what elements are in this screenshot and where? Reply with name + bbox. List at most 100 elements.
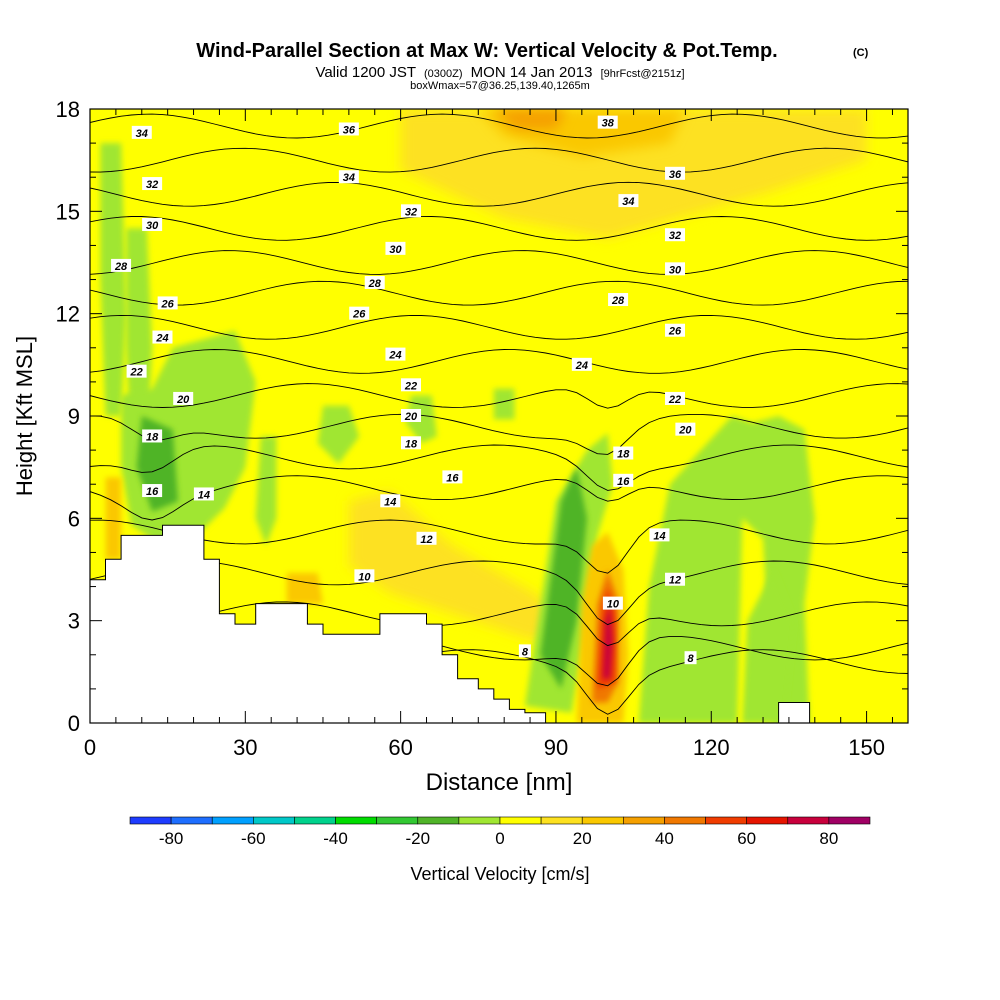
colorbar-segment	[211, 816, 254, 825]
theta-isoline-10	[90, 601, 908, 647]
theta-label-text: 28	[114, 261, 128, 273]
theta-label-bg	[571, 357, 592, 371]
colorbar-segment	[540, 816, 583, 825]
theta-isoline-22	[90, 383, 908, 409]
colorbar-segment	[499, 816, 542, 825]
colorbar-segment	[746, 816, 789, 825]
theta-label: 20	[675, 422, 696, 437]
theta-label-bg	[649, 528, 670, 542]
theta-label-bg	[400, 436, 421, 450]
theta-isoline-14	[90, 519, 908, 574]
theta-label-text: 20	[404, 411, 418, 423]
theta-label: 14	[649, 528, 670, 542]
theta-labels: 34 36 38 32 34 36 30 32 34 28 30 32 26 28 30 24 26 28 22 24…	[111, 115, 697, 665]
x-tick-label: 120	[693, 735, 730, 760]
colorbar-tick-label: 20	[573, 829, 592, 848]
velocity-region-left-column-a	[100, 143, 127, 416]
theta-label: 32	[142, 177, 163, 191]
theta-label-text: 22	[668, 394, 681, 406]
theta-label: 10	[602, 596, 623, 611]
theta-label-text: 12	[669, 575, 681, 587]
theta-label-bg	[111, 258, 132, 272]
colorbar-tick-label: -60	[241, 829, 266, 848]
theta-label: 30	[385, 241, 406, 256]
theta-label-text: 36	[669, 169, 682, 181]
theta-isoline-26	[90, 314, 908, 340]
theta-label-bg	[193, 487, 214, 501]
theta-label-bg	[613, 473, 634, 487]
colorbar-segment	[170, 816, 213, 825]
theta-label: 26	[665, 323, 686, 338]
theta-label: 20	[400, 409, 421, 423]
colorbar-tick-label: 60	[737, 829, 756, 848]
terrain-profile	[90, 524, 908, 723]
velocity-region-mid-patch-b	[405, 395, 437, 444]
theta-label-bg	[400, 204, 421, 218]
y-tick-label: 9	[68, 404, 80, 429]
colorbar-tick-label: -20	[405, 829, 430, 848]
colorbar-tick-label: -80	[159, 829, 184, 848]
theta-label-bg	[665, 262, 686, 276]
theta-label-bg	[152, 330, 173, 344]
colorbar-segment	[828, 816, 871, 825]
theta-label-bg	[618, 194, 639, 208]
theta-label-text: 12	[420, 534, 432, 546]
theta-label: 22	[665, 391, 686, 406]
theta-label: 38	[597, 115, 618, 130]
colorbar-segment	[417, 816, 460, 825]
theta-label-bg	[684, 651, 697, 665]
theta-label-text: 30	[669, 264, 682, 276]
theta-label: 36	[665, 166, 686, 181]
theta-label-text: 28	[368, 278, 382, 290]
x-tick-label: 90	[544, 735, 568, 760]
theta-label-bg	[416, 531, 437, 545]
theta-isoline-36	[90, 147, 908, 173]
theta-label-bg	[602, 596, 623, 610]
theta-label-text: 34	[622, 196, 634, 208]
y-tick-label: 15	[56, 199, 80, 224]
velocity-region-downdraft-band-core	[540, 467, 587, 689]
colorbar-segment	[253, 816, 295, 825]
theta-label-text: 30	[389, 244, 402, 256]
theta-label: 24	[571, 357, 592, 372]
theta-label-text: 22	[129, 367, 142, 379]
velocity-region-mid-patch-a	[317, 405, 360, 464]
theta-label: 30	[665, 262, 686, 276]
x-tick-label: 60	[388, 735, 412, 760]
velocity-region-updraft-core	[602, 603, 613, 679]
colorbar: -80 -60 -40 -20 0 20 40 60 80	[129, 816, 871, 848]
theta-isoline-20	[90, 413, 908, 455]
colorbar-tick-label: -40	[323, 829, 348, 848]
forecast-info: [9hrFcst@2151z]	[601, 68, 685, 80]
theta-label: 26	[349, 306, 370, 321]
y-tick-label: 6	[68, 506, 80, 531]
theta-label-text: 32	[405, 206, 417, 218]
theta-label-text: 24	[388, 350, 401, 362]
theta-label-bg	[349, 306, 370, 320]
theta-label-text: 14	[198, 489, 210, 501]
colorbar-label: Vertical Velocity [cm/s]	[410, 864, 589, 884]
theta-label: 30	[142, 217, 163, 232]
y-tick-label: 3	[68, 609, 80, 634]
theta-label-text: 24	[155, 333, 168, 345]
y-tick-label: 18	[56, 97, 80, 122]
theta-label: 32	[665, 228, 686, 242]
theta-label: 26	[157, 296, 178, 310]
theta-label-bg	[380, 494, 401, 508]
theta-label-bg	[157, 296, 178, 310]
velocity-region-upper-ascent-peak	[493, 109, 567, 130]
theta-label-bg	[142, 429, 163, 443]
theta-label-bg	[675, 422, 696, 436]
theta-label-text: 16	[446, 472, 459, 484]
theta-label: 14	[380, 494, 401, 508]
valid-time-line: Valid 1200 JST (0300Z) MON 14 Jan 2013 […	[315, 64, 684, 81]
colorbar-tick-label: 80	[819, 829, 838, 848]
theta-label: 18	[613, 446, 634, 461]
x-tick-label: 0	[84, 735, 96, 760]
terrain-mask	[90, 524, 908, 723]
theta-label: 34	[618, 194, 639, 208]
theta-label-text: 38	[602, 118, 615, 130]
theta-label-bg	[338, 170, 359, 184]
theta-label-bg	[385, 241, 406, 255]
